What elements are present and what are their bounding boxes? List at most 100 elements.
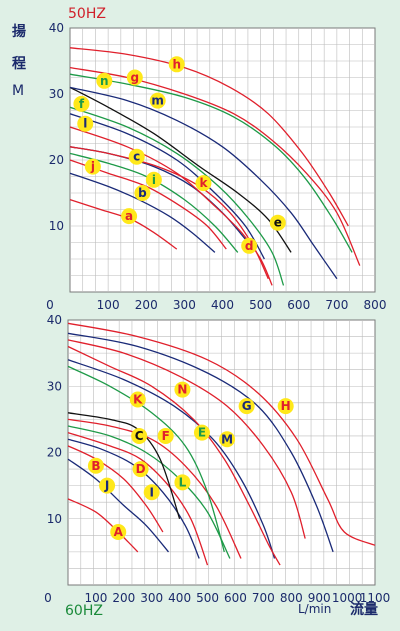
chart-60hz-x-tick-label: 1000 (332, 591, 363, 605)
chart-50hz-marker-l (77, 115, 94, 132)
chart-50hz-curve-m (69, 86, 338, 280)
chart-50hz-origin-label: 0 (46, 298, 54, 312)
chart-50hz-marker-label-m: m (151, 94, 164, 108)
chart-60hz-marker-label-D: D (136, 462, 146, 476)
chart-60hz-marker-label-L: L (179, 475, 187, 489)
chart-50hz-marker-d (241, 237, 258, 254)
chart-60hz-y-tick-label: 20 (47, 446, 62, 460)
chart-60hz-marker-F (157, 427, 174, 444)
chart-50hz: 100 200 300 400 500 600 700 800102030400abjickd… (46, 21, 386, 312)
chart-50hz-marker-label-j: j (90, 160, 95, 174)
chart-60hz-marker-label-N: N (177, 383, 187, 397)
chart-50hz-marker-e (269, 214, 286, 231)
chart-50hz-x-tick-label: 500 (249, 298, 272, 312)
chart-60hz-curve-B (67, 445, 164, 533)
chart-60hz-marker-A (110, 524, 127, 540)
chart-60hz-x-tick-label: 600 (224, 591, 247, 605)
chart-60hz-x-tick-label: 900 (308, 591, 331, 605)
chart-60hz-marker-C (131, 427, 148, 444)
chart-60hz-marker-label-H: H (281, 399, 291, 413)
chart-50hz-marker-label-e: e (274, 216, 282, 230)
chart-60hz-xlabel-text: 流量 (350, 601, 378, 618)
chart-50hz-x-tick-label: 200 (135, 298, 158, 312)
chart-60hz-curve-M (67, 359, 276, 559)
chart-50hz-ylabel-char2: 程 (12, 56, 26, 72)
chart-50hz-y-tick-label: 30 (49, 87, 64, 101)
chart-60hz-marker-label-K: K (133, 393, 143, 407)
chart-50hz-marker-j (84, 158, 101, 175)
chart-50hz-x-tick-label: 100 (97, 298, 120, 312)
chart-60hz-curve-K (67, 345, 281, 566)
chart-50hz-title: 50HZ (68, 6, 106, 22)
chart-50hz-curve-d (69, 126, 273, 286)
chart-60hz-curve-D (67, 431, 209, 566)
chart-60hz-marker-label-C: C (135, 429, 144, 443)
chart-60hz-x-tick-label: 100 (84, 591, 107, 605)
chart-50hz-curve-l (69, 113, 265, 260)
chart-60hz-marker-N (174, 381, 191, 398)
chart-60hz-marker-J (99, 477, 116, 494)
chart-50hz-marker-label-n: n (100, 74, 109, 88)
chart-50hz-marker-b (134, 185, 151, 201)
chart-60hz-curve-A (67, 498, 139, 553)
chart-50hz-curve-h (69, 47, 349, 227)
chart-50hz-marker-h (168, 56, 185, 73)
chart-60hz-curve-H (67, 322, 376, 546)
chart-60hz-xlabel-unit: L/min (298, 602, 331, 616)
chart-50hz-marker-label-f: f (79, 97, 85, 111)
chart-50hz-ylabel-unit: M (12, 83, 24, 99)
chart-50hz-marker-label-i: i (152, 173, 156, 187)
chart-60hz: 100 200 300 400 500 600 700 800 900 1000110010203… (44, 313, 390, 605)
chart-60hz-curve-J (67, 458, 169, 553)
chart-60hz-marker-K (129, 391, 146, 408)
chart-60hz-marker-D (132, 461, 149, 478)
chart-60hz-curve-F (67, 418, 242, 559)
chart-50hz-x-tick-label: 400 (211, 298, 234, 312)
chart-60hz-x-tick-label: 800 (280, 591, 303, 605)
chart-60hz-marker-label-G: G (242, 399, 252, 413)
chart-60hz-curve-G (67, 332, 334, 553)
chart-50hz-marker-f (73, 95, 90, 112)
chart-50hz-x-tick-label: 300 (173, 298, 196, 312)
chart-50hz-marker-label-k: k (199, 176, 208, 190)
chart-50hz-marker-a (121, 208, 138, 225)
chart-60hz-x-tick-label: 500 (196, 591, 219, 605)
chart-60hz-marker-label-M: M (221, 432, 233, 446)
chart-60hz-curve-L (67, 425, 231, 559)
chart-60hz-origin-label: 0 (44, 591, 52, 605)
chart-50hz-curve-n (69, 73, 353, 253)
chart-60hz-x-tick-label: 700 (252, 591, 275, 605)
chart-60hz-marker-B (87, 457, 104, 474)
chart-60hz-marker-label-F: F (162, 429, 170, 443)
chart-60hz-curve-E (67, 365, 225, 553)
chart-60hz-curve-I (67, 438, 200, 559)
chart-50hz-marker-label-a: a (125, 209, 133, 223)
chart-50hz-marker-i (145, 171, 162, 188)
chart-50hz-curve-e (69, 86, 292, 253)
chart-60hz-marker-M (219, 431, 236, 448)
chart-50hz-marker-label-g: g (131, 71, 140, 85)
chart-50hz-x-tick-label: 700 (325, 298, 348, 312)
chart-50hz-marker-label-l: l (83, 117, 87, 131)
chart-50hz-y-tick-label: 20 (49, 153, 64, 167)
chart-50hz-marker-label-c: c (133, 150, 140, 164)
chart-60hz-marker-label-I: I (149, 485, 153, 499)
chart-50hz-y-tick-label: 10 (49, 219, 64, 233)
chart-60hz-marker-label-J: J (104, 479, 109, 493)
chart-50hz-curve-b (69, 172, 216, 253)
chart-50hz-x-tick-label: 800 (364, 298, 387, 312)
chart-50hz-x-tick-label: 600 (287, 298, 310, 312)
chart-60hz-marker-H (277, 398, 294, 415)
chart-60hz-title: 60HZ (65, 603, 103, 619)
chart-60hz-marker-G (238, 398, 255, 415)
chart-60hz-y-tick-label: 30 (47, 379, 62, 393)
chart-60hz-curve-N (67, 339, 306, 539)
chart-50hz-curve-i (69, 152, 239, 253)
chart-50hz-y-tick-label: 40 (49, 21, 64, 35)
chart-50hz-curve-f (69, 106, 285, 286)
chart-50hz-marker-n (96, 72, 113, 89)
chart-60hz-x-tick-label: 1100 (360, 591, 391, 605)
chart-60hz-marker-label-E: E (198, 426, 206, 440)
chart-50hz-marker-k (195, 175, 212, 192)
